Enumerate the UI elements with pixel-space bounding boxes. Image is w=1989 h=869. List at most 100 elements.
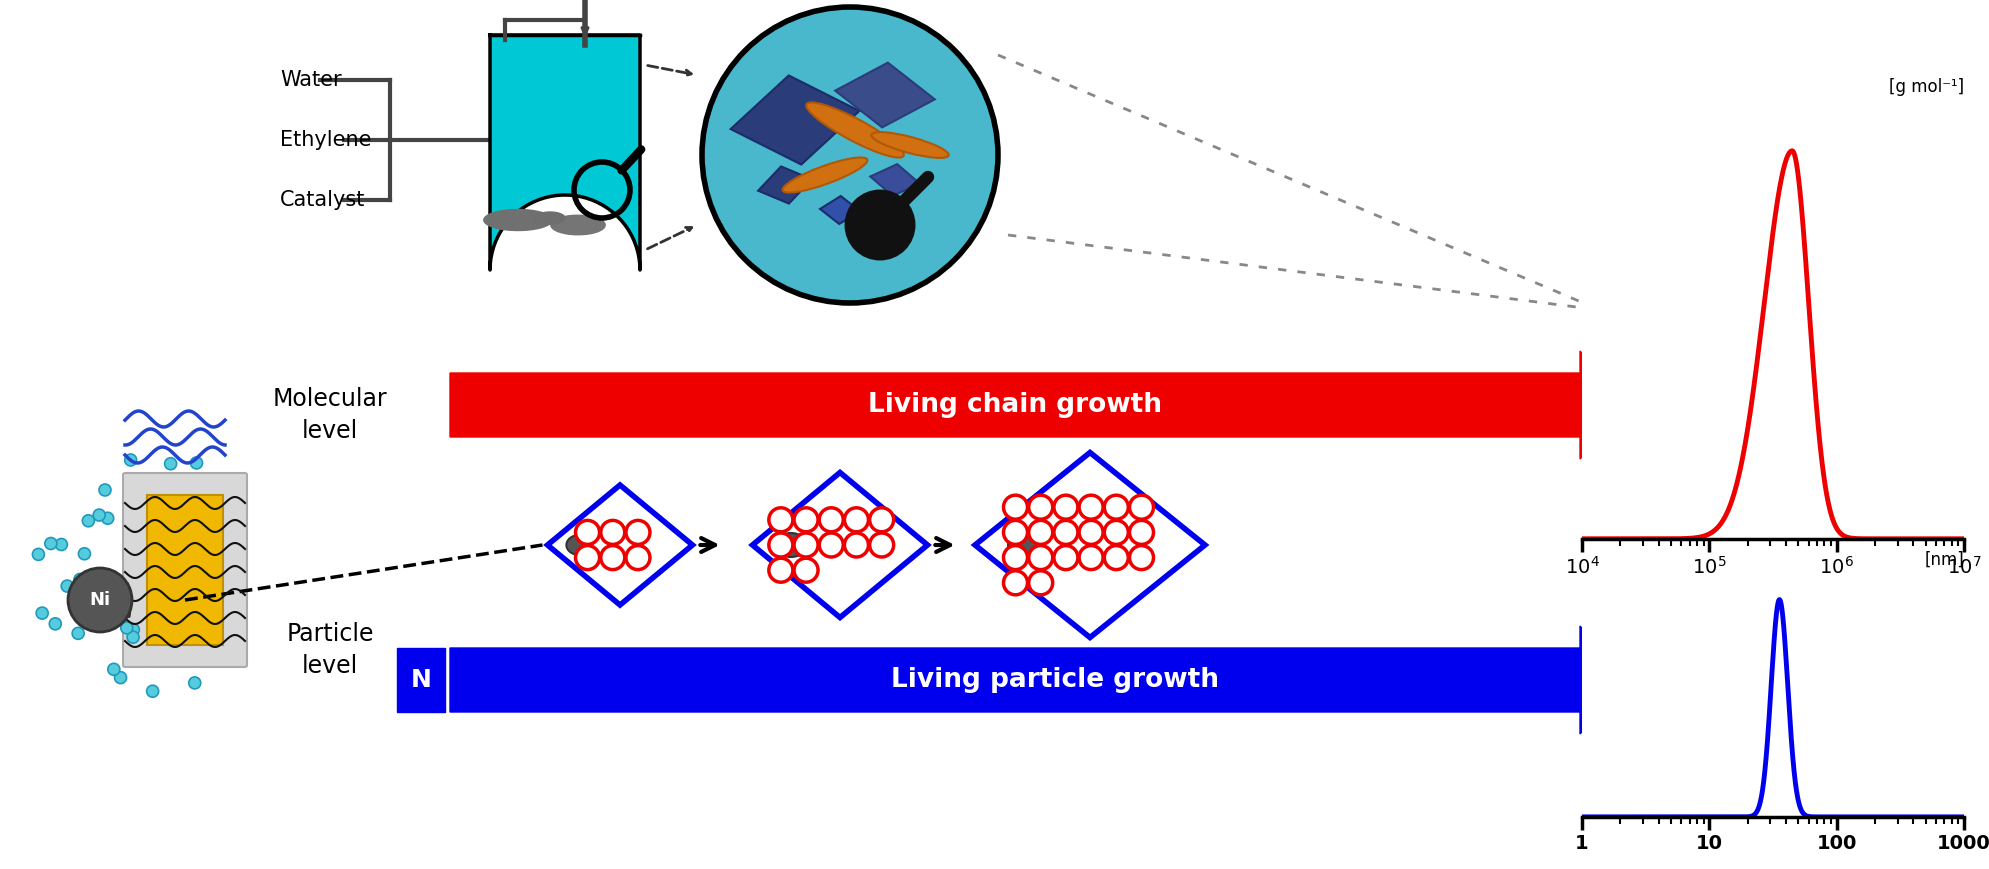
- Polygon shape: [730, 76, 859, 164]
- Circle shape: [189, 677, 201, 689]
- Circle shape: [165, 458, 177, 470]
- Circle shape: [819, 533, 843, 557]
- Circle shape: [1002, 495, 1026, 519]
- Circle shape: [74, 574, 86, 586]
- Circle shape: [101, 512, 113, 524]
- Circle shape: [56, 539, 68, 550]
- Circle shape: [869, 507, 893, 532]
- Circle shape: [794, 558, 817, 582]
- Ellipse shape: [782, 157, 867, 193]
- Circle shape: [127, 624, 139, 636]
- Ellipse shape: [776, 533, 806, 557]
- Circle shape: [1028, 521, 1052, 544]
- Bar: [147, 495, 223, 645]
- Circle shape: [1078, 521, 1102, 544]
- Polygon shape: [450, 626, 1629, 734]
- Circle shape: [1130, 546, 1154, 569]
- Text: Catalyst: Catalyst: [280, 190, 366, 210]
- Circle shape: [99, 484, 111, 496]
- Text: Water: Water: [280, 70, 342, 90]
- Circle shape: [62, 580, 74, 592]
- Circle shape: [1078, 546, 1102, 569]
- Circle shape: [82, 514, 93, 527]
- Circle shape: [78, 547, 90, 560]
- Circle shape: [84, 599, 95, 611]
- Circle shape: [702, 7, 998, 303]
- Circle shape: [575, 521, 599, 544]
- Circle shape: [1130, 495, 1154, 519]
- Circle shape: [147, 686, 159, 697]
- Polygon shape: [758, 167, 812, 203]
- Polygon shape: [869, 164, 919, 196]
- Polygon shape: [835, 63, 935, 128]
- Circle shape: [1054, 521, 1078, 544]
- Circle shape: [50, 618, 62, 630]
- Circle shape: [843, 533, 867, 557]
- Polygon shape: [483, 209, 551, 230]
- Circle shape: [1028, 495, 1052, 519]
- Circle shape: [575, 546, 599, 569]
- Circle shape: [601, 521, 625, 544]
- Text: Living chain growth: Living chain growth: [867, 392, 1162, 418]
- Circle shape: [1130, 521, 1154, 544]
- Circle shape: [768, 558, 792, 582]
- Polygon shape: [535, 212, 565, 224]
- FancyBboxPatch shape: [123, 473, 247, 667]
- Circle shape: [1104, 495, 1128, 519]
- Circle shape: [768, 533, 792, 557]
- Circle shape: [1002, 521, 1026, 544]
- Circle shape: [125, 454, 137, 466]
- Circle shape: [68, 568, 131, 632]
- Text: Ni: Ni: [90, 591, 111, 609]
- Circle shape: [1078, 495, 1102, 519]
- Circle shape: [794, 533, 817, 557]
- Polygon shape: [975, 453, 1205, 638]
- Polygon shape: [819, 196, 859, 224]
- Ellipse shape: [567, 535, 593, 555]
- Circle shape: [1054, 495, 1078, 519]
- Ellipse shape: [806, 103, 903, 157]
- Polygon shape: [551, 216, 605, 235]
- Circle shape: [191, 457, 203, 469]
- Bar: [396, 648, 446, 712]
- Circle shape: [46, 538, 58, 549]
- Text: [g mol⁻¹]: [g mol⁻¹]: [1888, 77, 1963, 96]
- Circle shape: [1002, 546, 1026, 569]
- Circle shape: [93, 509, 105, 521]
- Circle shape: [127, 631, 139, 643]
- Circle shape: [107, 663, 119, 675]
- Circle shape: [36, 607, 48, 619]
- Circle shape: [1028, 571, 1052, 594]
- Text: [nm]: [nm]: [1923, 551, 1963, 568]
- Circle shape: [1054, 546, 1078, 569]
- Circle shape: [32, 548, 44, 561]
- Circle shape: [768, 507, 792, 532]
- Circle shape: [115, 672, 127, 684]
- Circle shape: [1104, 546, 1128, 569]
- Ellipse shape: [871, 132, 949, 158]
- Polygon shape: [489, 35, 640, 270]
- Circle shape: [794, 507, 817, 532]
- Text: Particle
level: Particle level: [286, 622, 374, 678]
- Polygon shape: [752, 473, 927, 618]
- Circle shape: [847, 193, 911, 257]
- Circle shape: [1002, 571, 1026, 594]
- Circle shape: [869, 533, 893, 557]
- Circle shape: [627, 521, 650, 544]
- Circle shape: [121, 622, 133, 634]
- Text: Uniform molecular weight: Uniform molecular weight: [1609, 617, 1935, 637]
- Text: Molecular
level: Molecular level: [272, 388, 388, 443]
- Text: Ethylene: Ethylene: [280, 130, 372, 150]
- Polygon shape: [450, 351, 1629, 459]
- Polygon shape: [547, 485, 692, 605]
- Circle shape: [627, 546, 650, 569]
- Circle shape: [1028, 546, 1052, 569]
- Circle shape: [1104, 521, 1128, 544]
- Circle shape: [843, 507, 867, 532]
- Text: N: N: [410, 668, 432, 692]
- Ellipse shape: [1008, 532, 1042, 559]
- Circle shape: [819, 507, 843, 532]
- Circle shape: [601, 546, 625, 569]
- Circle shape: [72, 627, 84, 640]
- Text: Living particle growth: Living particle growth: [891, 667, 1219, 693]
